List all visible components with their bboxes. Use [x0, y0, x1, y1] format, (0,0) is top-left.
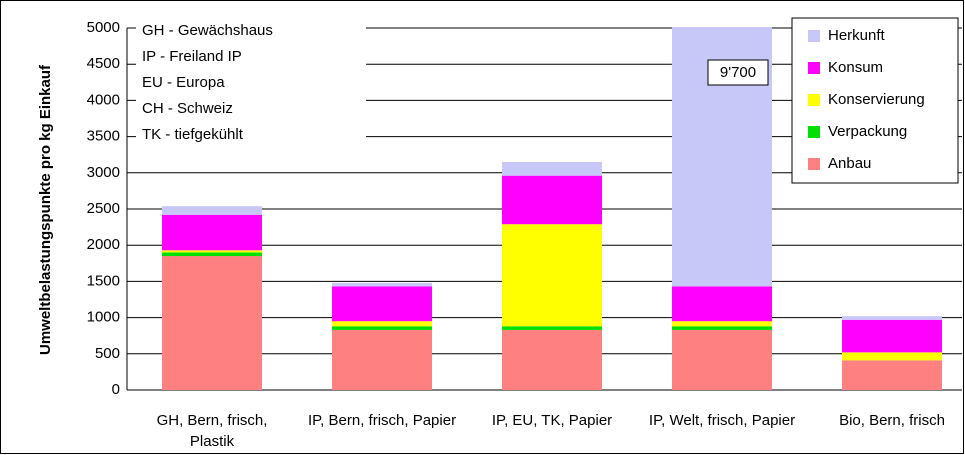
legend-label: Anbau [828, 155, 871, 172]
note-bg [136, 124, 366, 146]
note-bg [136, 46, 366, 68]
bar-segment [672, 27, 772, 287]
y-axis-label: Umweltbelastungspunkte pro kg Einkauf [37, 64, 54, 355]
bar-segment [672, 326, 772, 330]
note-bg [136, 72, 366, 94]
annotation-box [707, 59, 769, 86]
bar-segment [332, 286, 432, 322]
bar-segment [672, 329, 772, 390]
x-tick-label: IP, Bern, frisch, Papier [307, 412, 457, 429]
bar-segment [502, 161, 602, 176]
legend-swatch [808, 62, 820, 74]
bar-segment [162, 256, 262, 390]
bar-segment [332, 282, 432, 287]
x-tick-label: IP, EU, TK, Papier [491, 412, 613, 429]
bar-segment [332, 326, 432, 330]
note: CH - Schweiz [142, 100, 233, 117]
legend-swatch [808, 94, 820, 106]
bar-segment [842, 319, 942, 353]
legend-label: Konsum [828, 59, 883, 76]
bar-segment [502, 224, 602, 327]
note: EU - Europa [142, 74, 225, 91]
y-tick-label: 3000 [87, 164, 120, 181]
legend-swatch [808, 126, 820, 138]
legend-label: Konservierung [828, 91, 925, 108]
y-tick-label: 500 [95, 345, 120, 362]
note-bg [136, 20, 366, 42]
note: TK - tiefgekühlt [142, 126, 244, 143]
bar-segment [502, 326, 602, 330]
bar-segment [842, 316, 942, 320]
note: IP - Freiland IP [142, 48, 242, 65]
bar-segment [672, 286, 772, 322]
legend-swatch [808, 30, 820, 42]
bar-segment [502, 175, 602, 225]
bar-segment [162, 206, 262, 215]
legend-label: Herkunft [828, 27, 886, 44]
y-tick-label: 1500 [87, 272, 120, 289]
y-tick-label: 1000 [87, 309, 120, 326]
x-tick-label: GH, Bern, frisch, Plastik [156, 412, 268, 450]
x-tick-label: Bio, Bern, frisch [839, 412, 945, 429]
bar-segment [672, 321, 772, 327]
bar-segment [162, 252, 262, 257]
y-tick-label: 5000 [87, 19, 120, 36]
legend-label: Verpackung [828, 123, 907, 140]
y-tick-label: 2500 [87, 200, 120, 217]
bar-segment [332, 329, 432, 390]
bar-segment [162, 250, 262, 253]
note-bg [136, 98, 366, 120]
y-tick-label: 0 [112, 381, 120, 398]
bar-segment [502, 329, 602, 390]
bar-segment [332, 321, 432, 327]
bar-segment [842, 360, 942, 390]
legend-swatch [808, 158, 820, 170]
y-tick-label: 2000 [87, 236, 120, 253]
note: GH - Gewächshaus [142, 22, 273, 39]
x-tick-label: IP, Welt, frisch, Papier [648, 412, 796, 429]
y-tick-label: 4000 [87, 91, 120, 108]
annotation: 9'700 [720, 64, 756, 81]
y-tick-label: 4500 [87, 55, 120, 72]
bar-segment [842, 352, 942, 361]
y-tick-label: 3500 [87, 128, 120, 145]
bar-segment [162, 214, 262, 251]
